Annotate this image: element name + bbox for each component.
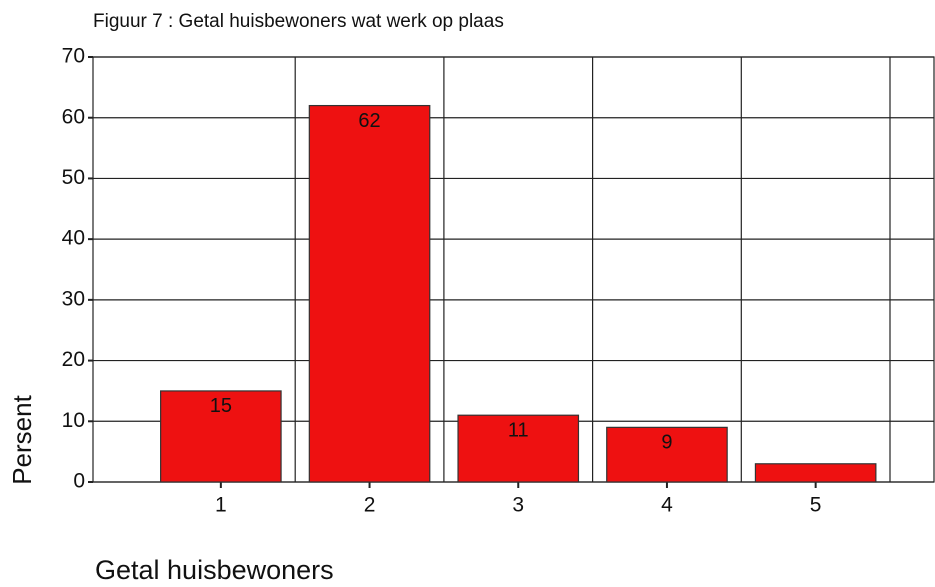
chart-title: Figuur 7 : Getal huisbewoners wat werk o…: [93, 11, 504, 32]
data-label: 9: [661, 432, 672, 454]
data-label: 11: [508, 419, 529, 441]
y-tick-label: 40: [62, 227, 85, 250]
bar: [457, 414, 580, 483]
data-label: 15: [210, 395, 232, 417]
y-tick-label: 60: [62, 105, 85, 128]
x-axis-label: Getal huisbewoners: [95, 555, 334, 585]
y-tick-label: 20: [62, 348, 85, 371]
bar: [754, 463, 877, 483]
x-tick-label: 1: [215, 494, 227, 517]
x-tick-label: 3: [512, 494, 524, 517]
x-tick-label: 2: [364, 494, 376, 517]
y-tick-label: 0: [73, 470, 85, 493]
data-label: 62: [358, 110, 380, 132]
x-tick-label: 4: [661, 494, 673, 517]
y-tick-label: 50: [62, 166, 85, 189]
y-tick-label: 30: [62, 287, 85, 310]
y-axis-label: Persent: [7, 394, 37, 484]
y-tick-label: 10: [62, 409, 85, 432]
y-tick-label: 70: [62, 45, 85, 68]
bar: [606, 426, 728, 483]
bar: [308, 104, 431, 483]
x-tick-label: 5: [810, 494, 822, 517]
bar: [160, 390, 282, 483]
